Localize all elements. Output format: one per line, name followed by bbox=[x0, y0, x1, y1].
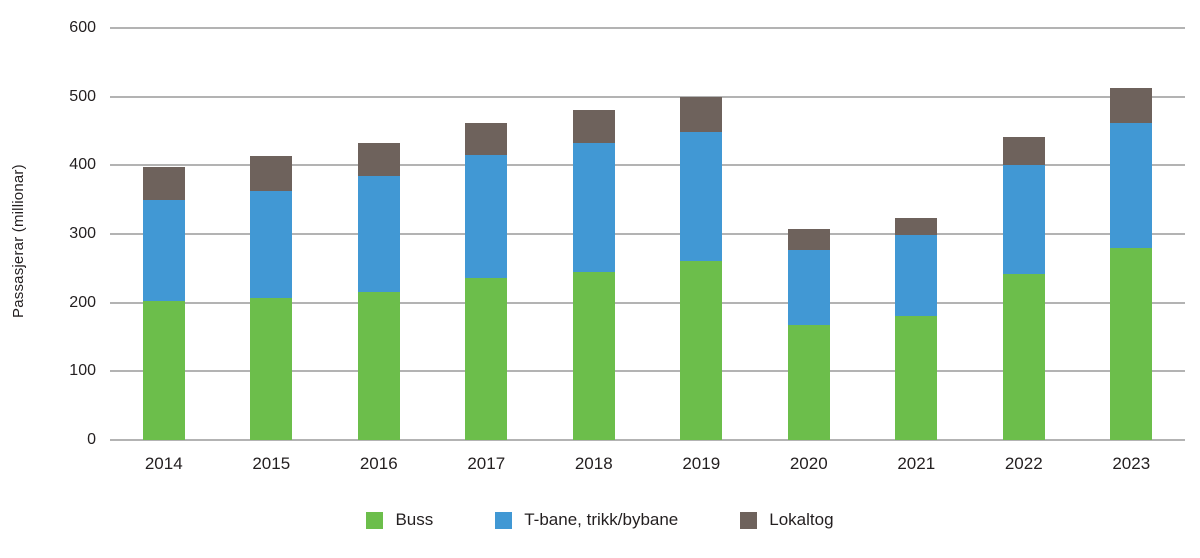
bar-segment-2022-t-bane-trikk-bybane bbox=[1002, 165, 1045, 274]
plot-area: 0 100 200 300 400 500 600 bbox=[69, 19, 1185, 448]
bar-segment-2014-t-bane-trikk-bybane bbox=[142, 199, 185, 301]
bar-segment-2016-lokaltog bbox=[357, 142, 400, 176]
bar-segment-2014-buss bbox=[142, 300, 185, 440]
x-tick-label-2018: 2018 bbox=[574, 454, 613, 473]
gridline-0 bbox=[110, 439, 1185, 441]
bar-segment-2016-buss bbox=[357, 292, 400, 440]
bar-segment-2023-lokaltog bbox=[1110, 88, 1153, 123]
bar-segment-2018-lokaltog bbox=[572, 110, 615, 143]
bar-segment-2014-lokaltog bbox=[142, 166, 185, 200]
bar-segment-2022-buss bbox=[1002, 273, 1045, 440]
x-tick-label-2016: 2016 bbox=[359, 454, 398, 473]
x-tick-label-2019: 2019 bbox=[682, 454, 721, 473]
bar-group-2022 bbox=[1002, 28, 1045, 440]
legend: Buss T-bane, trikk/bybane Lokaltog bbox=[0, 510, 1200, 530]
y-tick-label-600: 600 bbox=[69, 19, 96, 36]
y-axis-title: Passasjerar (millionar) bbox=[10, 164, 27, 318]
x-tick-label-2021: 2021 bbox=[897, 454, 936, 473]
bar-segment-2017-lokaltog bbox=[465, 122, 508, 156]
bar-group-2018 bbox=[572, 28, 615, 440]
bar-group-2023 bbox=[1110, 28, 1153, 440]
legend-item-t-bane-trikk-bybane: T-bane, trikk/bybane bbox=[495, 510, 678, 530]
legend-label: Buss bbox=[395, 510, 434, 529]
bar-segment-2022-lokaltog bbox=[1002, 136, 1045, 166]
bar-segment-2021-buss bbox=[895, 316, 938, 440]
legend-label: Lokaltog bbox=[769, 510, 834, 529]
bar-segment-2021-lokaltog bbox=[895, 218, 938, 236]
gridline-100 bbox=[110, 370, 1185, 373]
bar-segment-2016-t-bane-trikk-bybane bbox=[357, 175, 400, 293]
bar-group-2021 bbox=[895, 28, 938, 440]
bar-segment-2018-t-bane-trikk-bybane bbox=[572, 142, 615, 272]
bar-segment-2019-buss bbox=[680, 261, 723, 440]
x-tick-label-2020: 2020 bbox=[789, 454, 828, 473]
bar-group-2014 bbox=[142, 28, 185, 440]
bar-group-2016 bbox=[357, 28, 400, 440]
bar-segment-2020-buss bbox=[787, 324, 830, 440]
bar-group-2020 bbox=[787, 28, 830, 440]
x-axis-labels: 2014 2015 2016 2017 2018 2019 2020 2021 2022 2023 bbox=[110, 454, 1185, 474]
bar-segment-2023-t-bane-trikk-bybane bbox=[1110, 122, 1153, 248]
gridline-500 bbox=[110, 95, 1185, 98]
y-tick-label-400: 400 bbox=[69, 156, 96, 174]
legend-item-lokaltog: Lokaltog bbox=[740, 510, 834, 530]
bar-segment-2017-buss bbox=[465, 277, 508, 440]
gridline-200 bbox=[110, 301, 1185, 304]
bar-group-2019 bbox=[680, 28, 723, 440]
y-tick-label-100: 100 bbox=[69, 362, 96, 380]
bar-segment-2021-t-bane-trikk-bybane bbox=[895, 235, 938, 317]
bar-segment-2019-lokaltog bbox=[680, 97, 723, 132]
gridline-600 bbox=[110, 27, 1185, 29]
bars-row bbox=[110, 28, 1185, 440]
gridline-300 bbox=[110, 233, 1185, 235]
bar-segment-2019-t-bane-trikk-bybane bbox=[680, 131, 723, 262]
y-tick-label-500: 500 bbox=[69, 87, 96, 105]
y-tick-label-300: 300 bbox=[69, 225, 96, 242]
bar-segment-2017-t-bane-trikk-bybane bbox=[465, 155, 508, 278]
bar-segment-2020-t-bane-trikk-bybane bbox=[787, 249, 830, 325]
x-tick-label-2014: 2014 bbox=[144, 454, 183, 473]
bar-segment-2015-t-bane-trikk-bybane bbox=[250, 190, 293, 298]
legend-label: T-bane, trikk/bybane bbox=[524, 510, 679, 529]
gridline-400 bbox=[110, 164, 1185, 167]
legend-item-buss: Buss bbox=[366, 510, 433, 530]
x-tick-label-2015: 2015 bbox=[252, 454, 291, 473]
x-tick-label-2022: 2022 bbox=[1004, 454, 1043, 473]
y-tick-label-200: 200 bbox=[69, 293, 96, 311]
bar-segment-2020-lokaltog bbox=[787, 229, 830, 250]
bar-segment-2018-buss bbox=[572, 271, 615, 440]
bar-segment-2015-buss bbox=[250, 297, 293, 440]
bar-group-2015 bbox=[250, 28, 293, 440]
legend-swatch bbox=[495, 511, 513, 529]
bar-group-2017 bbox=[465, 28, 508, 440]
x-tick-label-2023: 2023 bbox=[1112, 454, 1151, 473]
bar-segment-2015-lokaltog bbox=[250, 156, 293, 191]
y-tick-label-0: 0 bbox=[87, 431, 96, 448]
legend-swatch bbox=[366, 511, 384, 529]
bar-segment-2023-buss bbox=[1110, 247, 1153, 440]
x-tick-label-2017: 2017 bbox=[467, 454, 506, 473]
legend-swatch bbox=[740, 511, 758, 529]
